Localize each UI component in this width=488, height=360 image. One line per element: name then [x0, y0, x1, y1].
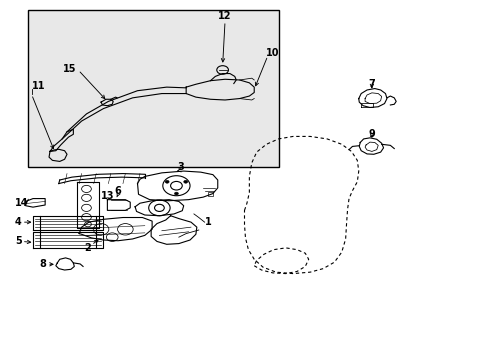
Text: 2: 2	[84, 243, 91, 253]
Text: 4: 4	[15, 217, 21, 227]
Text: 12: 12	[218, 12, 231, 21]
Text: 13: 13	[101, 192, 114, 202]
Text: 9: 9	[368, 129, 374, 139]
Text: 14: 14	[15, 198, 28, 207]
Circle shape	[183, 180, 187, 183]
Text: 7: 7	[368, 79, 374, 89]
Text: 15: 15	[63, 64, 77, 74]
Text: 8: 8	[39, 259, 46, 269]
Bar	[207, 192, 213, 196]
Text: 5: 5	[15, 236, 21, 246]
Text: 3: 3	[177, 162, 183, 172]
Circle shape	[165, 180, 169, 183]
Circle shape	[174, 192, 178, 195]
Bar	[28, 10, 278, 167]
Text: 1: 1	[204, 217, 211, 227]
Text: 10: 10	[266, 48, 279, 58]
Text: 11: 11	[31, 81, 45, 91]
Text: 6: 6	[115, 186, 121, 197]
